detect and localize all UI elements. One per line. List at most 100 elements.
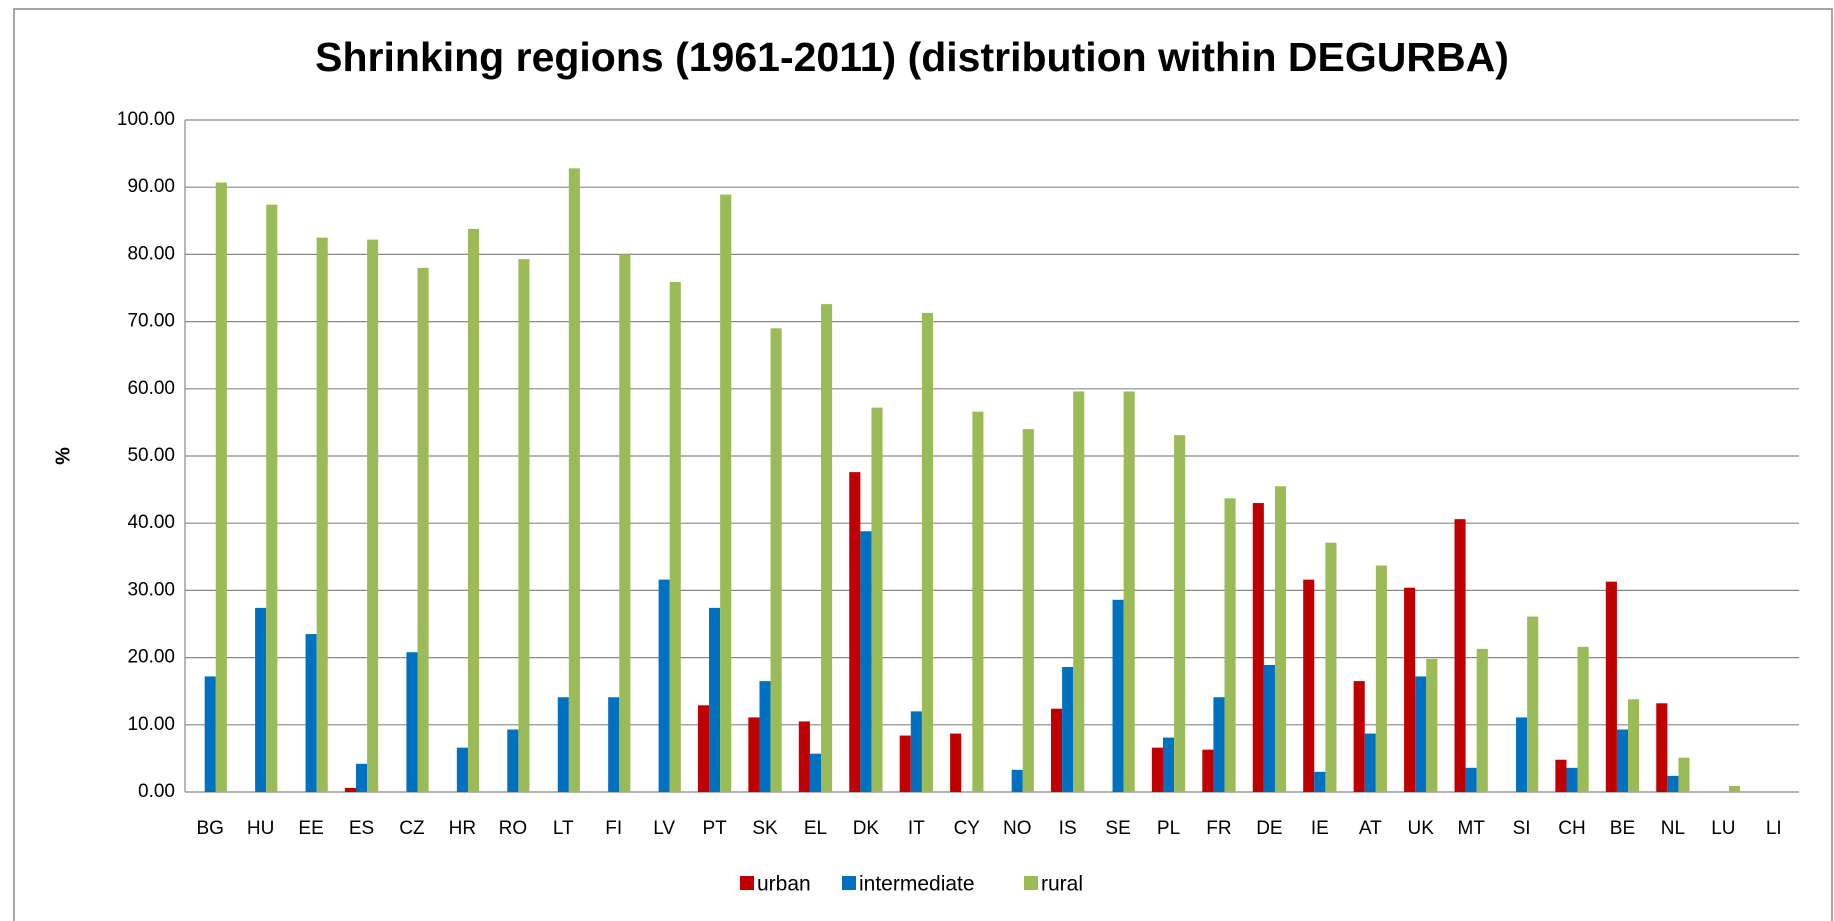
y-tick-label: 40.00 [127, 512, 175, 533]
chart-title: Shrinking regions (1961-2011) (distribut… [315, 34, 1509, 80]
bar [1426, 658, 1438, 792]
bar [1213, 697, 1225, 792]
bar [518, 259, 530, 792]
bar [1162, 737, 1175, 792]
y-tick-label: 30.00 [127, 579, 175, 600]
bar [1151, 747, 1163, 792]
bar [1527, 616, 1539, 792]
bar [899, 735, 911, 792]
x-tick-label: ES [349, 818, 374, 839]
y-tick-label: 90.00 [127, 176, 175, 197]
x-tick-label: LI [1766, 818, 1782, 839]
bar [1252, 503, 1264, 792]
x-tick-label: CH [1558, 818, 1585, 839]
x-tick-label: SE [1105, 818, 1130, 839]
bar [1325, 542, 1337, 792]
bar [1605, 581, 1617, 792]
legend-label: intermediate [859, 873, 975, 896]
bar [1202, 749, 1214, 792]
x-tick-label: PL [1157, 818, 1180, 839]
y-tick-label: 70.00 [127, 311, 175, 332]
bar [1656, 703, 1668, 792]
x-tick-label: LT [553, 818, 574, 839]
y-tick-label: 0.00 [138, 781, 175, 802]
y-tick-label: 50.00 [127, 445, 175, 466]
bar [1465, 767, 1477, 792]
x-tick-label: CZ [399, 818, 425, 839]
bar [344, 787, 356, 792]
bar [972, 411, 984, 792]
bar [871, 407, 883, 792]
bar [849, 472, 861, 792]
bar [568, 168, 580, 792]
bar [921, 312, 933, 792]
bar [809, 753, 822, 792]
bar [697, 705, 710, 792]
bar [305, 634, 317, 792]
bar [1062, 667, 1074, 792]
bar [1022, 429, 1034, 792]
bar [1123, 391, 1135, 792]
bar [1375, 565, 1387, 792]
y-tick-label: 10.00 [127, 714, 175, 735]
legend-swatch [740, 876, 754, 890]
bar [1476, 648, 1488, 792]
y-axis-label: % [52, 447, 74, 465]
legend-swatch [1024, 876, 1038, 890]
bar [1364, 733, 1376, 792]
bar [720, 194, 732, 793]
bar [1577, 646, 1589, 792]
bar [204, 676, 216, 792]
y-tick-label: 100.00 [117, 109, 175, 130]
bar [658, 579, 670, 792]
bar [406, 652, 418, 792]
bar [1516, 717, 1528, 792]
bar [1303, 579, 1315, 792]
bar [1274, 486, 1287, 792]
x-tick-label: FR [1206, 818, 1231, 839]
y-tick-label: 80.00 [127, 243, 175, 264]
bar [1404, 587, 1416, 792]
bar [950, 733, 962, 792]
bar [1051, 708, 1063, 792]
bar [770, 328, 782, 792]
x-tick-label: DK [853, 818, 880, 839]
bar [1224, 498, 1236, 792]
bar [255, 607, 267, 792]
x-tick-label: IE [1311, 818, 1329, 839]
x-tick-label: FI [605, 818, 622, 839]
bar [355, 763, 368, 792]
x-tick-label: EE [298, 818, 323, 839]
bar [1566, 767, 1578, 792]
x-tick-label: NO [1003, 818, 1032, 839]
x-tick-label: LV [653, 818, 675, 839]
bar [1263, 664, 1275, 792]
bar [1073, 391, 1085, 792]
x-tick-label: IS [1059, 818, 1077, 839]
bar [759, 681, 771, 792]
legend-label: urban [757, 873, 811, 896]
bar [266, 204, 278, 792]
x-tick-label: IT [908, 818, 925, 839]
bar [557, 697, 569, 792]
x-tick-label: HR [449, 818, 476, 839]
bar [467, 228, 480, 792]
legend-swatch [842, 876, 856, 890]
bar [748, 717, 760, 792]
x-tick-label: PT [702, 818, 727, 839]
x-tick-label: BG [196, 818, 223, 839]
bar [910, 711, 922, 792]
y-tick-label: 60.00 [127, 378, 175, 399]
bar [1112, 599, 1124, 792]
bar [798, 721, 810, 792]
bar [1353, 681, 1365, 792]
bar [1628, 699, 1640, 792]
bar [1555, 759, 1567, 792]
bar [1011, 769, 1023, 792]
bar [709, 607, 721, 792]
x-tick-label: HU [247, 818, 274, 839]
bar [507, 729, 519, 792]
bar [1616, 729, 1629, 792]
bar [1667, 775, 1679, 792]
x-tick-label: CY [954, 818, 981, 839]
